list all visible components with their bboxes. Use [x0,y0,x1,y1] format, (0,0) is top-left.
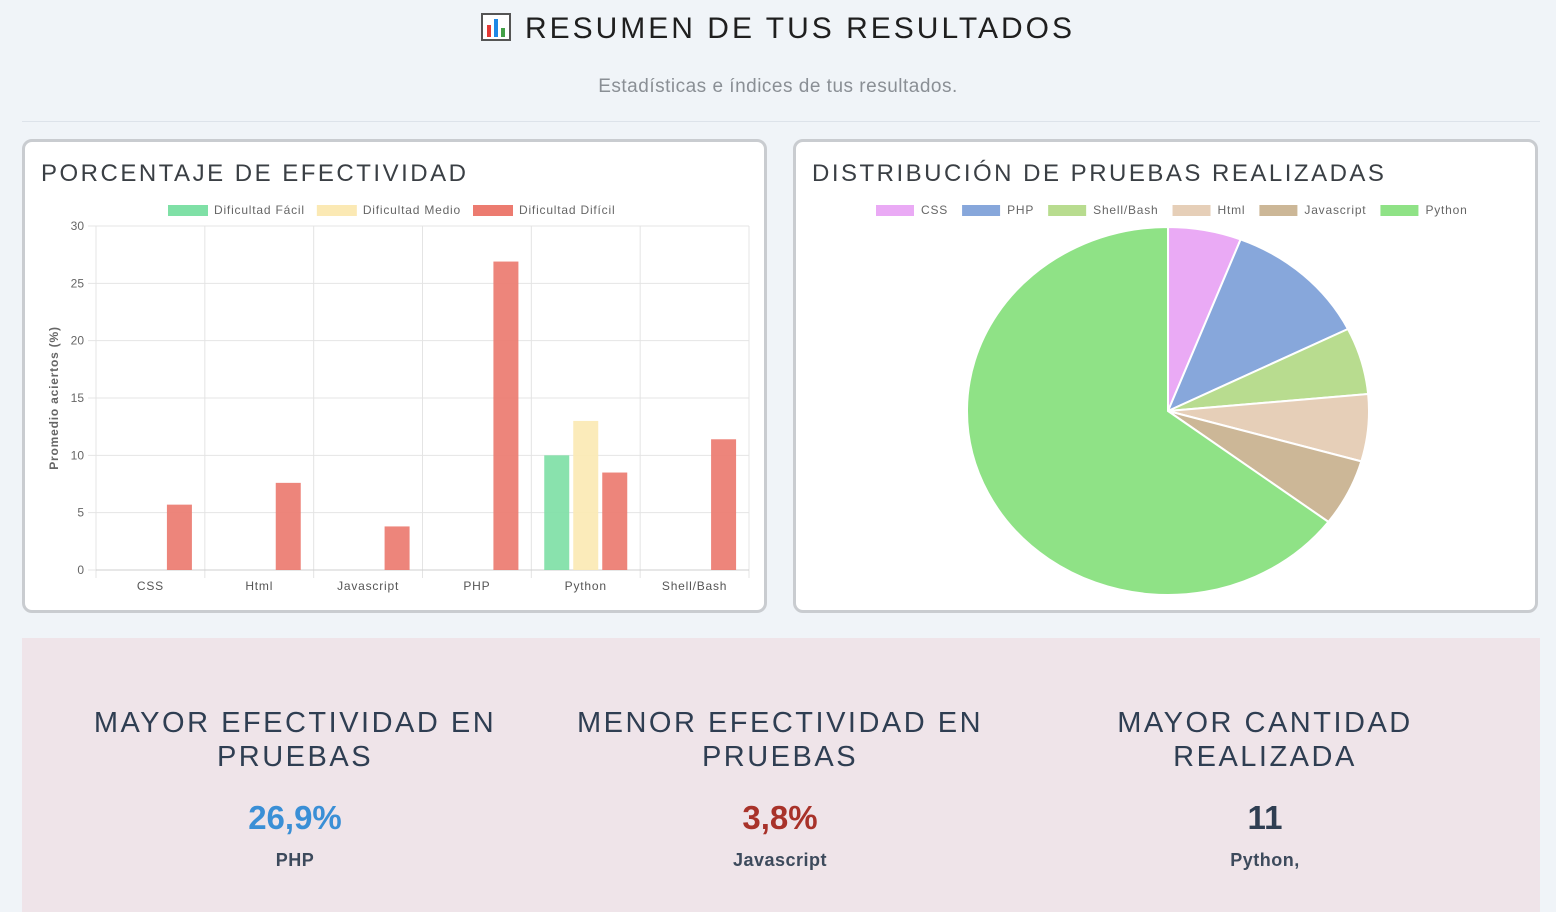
effectiveness-title: PORCENTAJE DE EFECTIVIDAD [41,160,469,187]
header-divider [22,121,1540,122]
x-tick-label: PHP [463,579,490,593]
distribution-pie-chart: CSS PHP Shell/Bash Html Javascript Python [876,203,1467,596]
bar-html-2[interactable] [275,482,301,570]
bar-javascript-2[interactable] [384,526,410,570]
y-tick-label: 15 [71,391,85,405]
stat-max-count: MAYOR CANTIDAD REALIZADA 11 Python, [1022,706,1508,871]
y-axis-label: Promedio aciertos (%) [47,326,61,470]
legend-label[interactable]: PHP [1007,203,1034,217]
stat-heading: MAYOR EFECTIVIDAD EN PRUEBAS [93,707,497,773]
bar-php-2[interactable] [493,261,519,570]
distribution-card: DISTRIBUCIÓN DE PRUEBAS REALIZADAS CSS PH… [793,139,1538,613]
legend-swatch[interactable] [1380,205,1419,216]
y-tick-label: 25 [71,276,85,290]
y-tick-label: 20 [71,334,85,348]
y-tick-label: 10 [71,448,85,462]
stat-label: Javascript [732,850,828,870]
page-title-text: RESUMEN DE TUS RESULTADOS [524,12,1076,45]
legend-label[interactable]: Dificultad Difícil [519,203,615,217]
stat-value: 11 [1247,799,1283,836]
page-subtitle: Estadísticas e índices de tus resultados… [598,76,958,97]
stat-value: 3,8% [742,799,818,836]
bar-python-0[interactable] [544,455,570,570]
pie-slice-python[interactable] [966,225,1330,596]
stat-heading: MAYOR CANTIDAD REALIZADA [1117,707,1413,773]
legend-swatch[interactable] [168,205,208,216]
effectiveness-card: PORCENTAJE DE EFECTIVIDAD Dificultad Fác… [22,139,767,613]
stat-min-effectiveness: MENOR EFECTIVIDAD EN PRUEBAS 3,8% Javasc… [537,706,1023,871]
pie-slice-php[interactable] [1166,238,1350,413]
stat-label: PHP [275,850,315,870]
x-tick-label: Shell/Bash [662,579,727,593]
legend-swatch[interactable] [876,205,914,216]
legend-swatch[interactable] [473,205,513,216]
stat-value: 26,9% [248,799,342,836]
stats-panel: MAYOR EFECTIVIDAD EN PRUEBAS 26,9% PHP M… [22,638,1540,912]
bar-python-1[interactable] [573,420,599,570]
x-tick-label: Html [245,579,273,593]
legend-label[interactable]: Python [1425,203,1467,217]
page-title: RESUMEN DE TUS RESULTADOS [0,12,1556,46]
legend-label[interactable]: Javascript [1304,203,1366,217]
stat-heading: MENOR EFECTIVIDAD EN PRUEBAS [576,707,984,773]
legend-label[interactable]: CSS [921,203,948,217]
stat-max-effectiveness: MAYOR EFECTIVIDAD EN PRUEBAS 26,9% PHP [52,706,538,871]
legend-label[interactable]: Dificultad Fácil [214,203,305,217]
x-tick-label: Javascript [337,579,399,593]
legend-swatch[interactable] [1048,205,1087,216]
legend-swatch[interactable] [962,205,1001,216]
y-tick-label: 0 [77,563,84,577]
stat-label: Python, [1230,850,1300,870]
legend-label[interactable]: Dificultad Medio [363,203,461,217]
legend-swatch[interactable] [316,205,357,216]
legend-swatch[interactable] [1259,205,1298,216]
y-tick-label: 5 [77,506,84,520]
bar-shell-bash-2[interactable] [711,439,737,570]
bar-css-2[interactable] [166,504,192,570]
x-tick-label: Python [565,579,607,593]
legend-label[interactable]: Html [1218,203,1246,217]
y-tick-label: 30 [71,219,85,233]
legend-label[interactable]: Shell/Bash [1093,203,1158,217]
x-tick-label: CSS [137,579,164,593]
legend-swatch[interactable] [1172,205,1211,216]
bar-chart-icon [480,13,511,41]
distribution-title: DISTRIBUCIÓN DE PRUEBAS REALIZADAS [812,160,1387,187]
effectiveness-bar-chart: Dificultad Fácil Dificultad Medio Dificult… [47,203,750,593]
bar-python-2[interactable] [602,472,628,570]
